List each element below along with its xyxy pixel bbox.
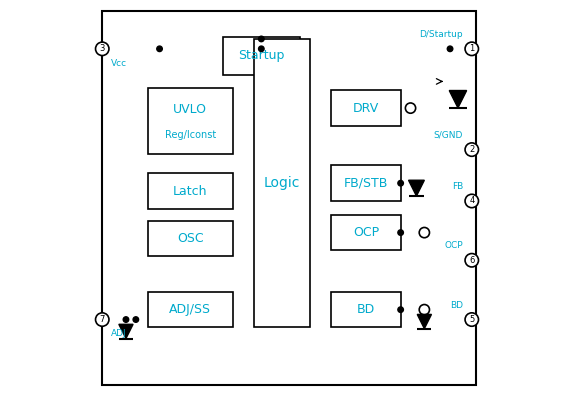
Text: OSC: OSC bbox=[177, 232, 203, 245]
Bar bbox=[331, 90, 401, 126]
Text: Vcc: Vcc bbox=[111, 59, 127, 68]
Text: 4: 4 bbox=[469, 197, 475, 205]
Bar bbox=[147, 88, 233, 154]
Text: OCP: OCP bbox=[353, 226, 379, 239]
Circle shape bbox=[448, 46, 453, 52]
Circle shape bbox=[157, 46, 162, 52]
Bar bbox=[147, 292, 233, 328]
Circle shape bbox=[398, 230, 403, 235]
Text: Latch: Latch bbox=[173, 185, 207, 197]
Polygon shape bbox=[119, 324, 133, 339]
Text: Reg/Iconst: Reg/Iconst bbox=[165, 130, 216, 140]
Text: 2: 2 bbox=[469, 145, 475, 154]
Circle shape bbox=[465, 42, 479, 56]
Text: UVLO: UVLO bbox=[173, 103, 207, 116]
Circle shape bbox=[465, 143, 479, 156]
Polygon shape bbox=[449, 90, 467, 108]
Text: 1: 1 bbox=[469, 44, 475, 53]
Polygon shape bbox=[417, 314, 431, 329]
Circle shape bbox=[419, 227, 430, 238]
Text: FB/STB: FB/STB bbox=[344, 177, 388, 190]
Circle shape bbox=[259, 36, 264, 42]
Text: S/GND: S/GND bbox=[434, 131, 463, 140]
Circle shape bbox=[398, 307, 403, 312]
Text: 5: 5 bbox=[469, 315, 475, 324]
Text: Logic: Logic bbox=[264, 176, 300, 190]
Circle shape bbox=[123, 317, 128, 322]
Text: BD: BD bbox=[357, 303, 375, 316]
Text: FB: FB bbox=[452, 182, 463, 191]
Text: D/Startup: D/Startup bbox=[419, 30, 463, 39]
Bar bbox=[331, 166, 401, 201]
Circle shape bbox=[465, 194, 479, 208]
Text: ADJ: ADJ bbox=[111, 330, 127, 338]
Text: 6: 6 bbox=[469, 256, 475, 265]
Circle shape bbox=[419, 304, 430, 315]
Text: ADJ/SS: ADJ/SS bbox=[169, 303, 211, 316]
Polygon shape bbox=[408, 180, 425, 196]
Circle shape bbox=[465, 313, 479, 326]
Bar bbox=[223, 37, 300, 74]
Text: Startup: Startup bbox=[238, 49, 285, 62]
Text: BD: BD bbox=[450, 300, 463, 310]
Circle shape bbox=[465, 254, 479, 267]
Bar bbox=[255, 39, 310, 328]
Bar bbox=[147, 173, 233, 209]
Text: OCP: OCP bbox=[445, 241, 463, 250]
Text: DRV: DRV bbox=[353, 101, 379, 115]
Circle shape bbox=[259, 46, 264, 52]
Text: 7: 7 bbox=[100, 315, 105, 324]
Text: 3: 3 bbox=[100, 44, 105, 53]
Circle shape bbox=[406, 103, 416, 113]
Circle shape bbox=[133, 317, 139, 322]
Bar bbox=[147, 221, 233, 256]
Circle shape bbox=[96, 42, 109, 56]
Circle shape bbox=[96, 313, 109, 326]
Circle shape bbox=[398, 180, 403, 186]
Bar bbox=[331, 292, 401, 328]
Bar bbox=[136, 17, 446, 375]
Bar bbox=[331, 215, 401, 250]
